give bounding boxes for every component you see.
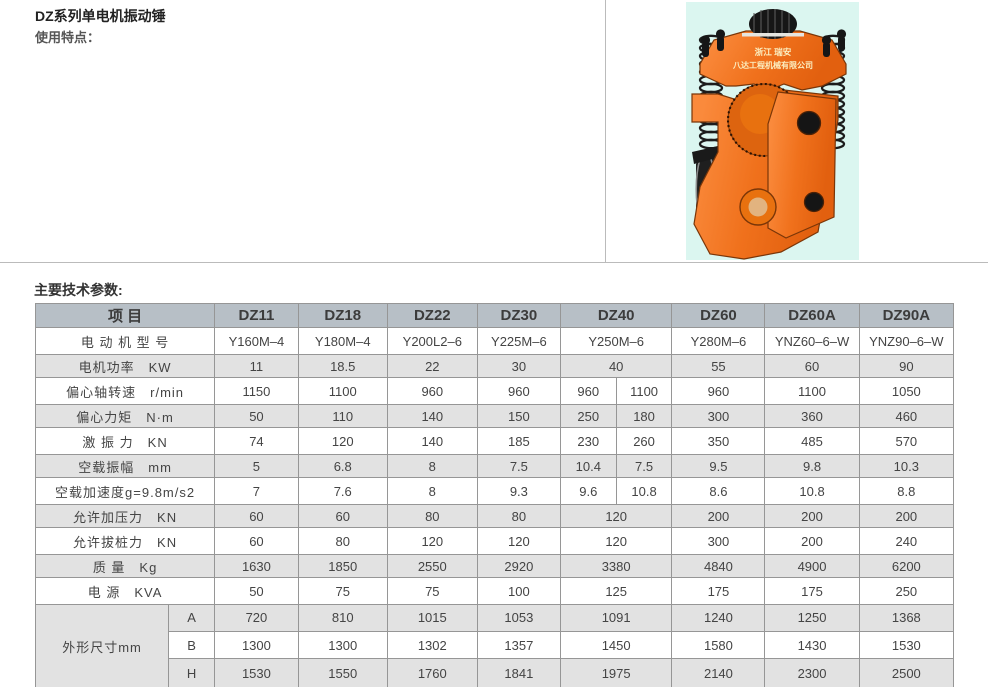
svg-text:浙江 瑞安: 浙江 瑞安 xyxy=(755,46,792,57)
svg-text:八达工程机械有限公司: 八达工程机械有限公司 xyxy=(732,60,813,70)
